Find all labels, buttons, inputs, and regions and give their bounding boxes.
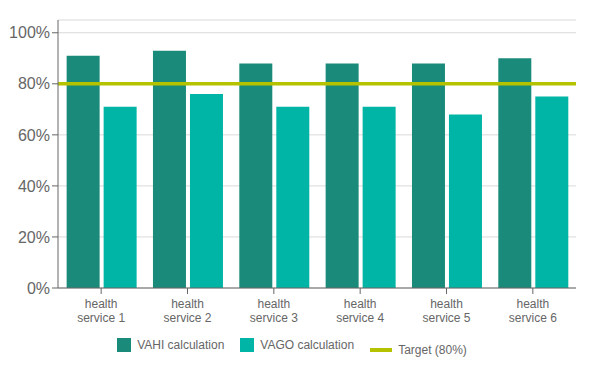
svg-text:80%: 80%	[18, 75, 50, 92]
html-text:Target (80%): Target (80%)	[398, 343, 467, 357]
svg-text:60%: 60%	[18, 127, 50, 144]
svg-text:healthservice 1: healthservice 1	[77, 297, 125, 325]
html-text:VAHI calculation: VAHI calculation	[137, 338, 225, 352]
svg-text:0%: 0%	[27, 280, 50, 297]
svg-text:healthservice 6: healthservice 6	[509, 297, 557, 325]
svg-text:healthservice 5: healthservice 5	[422, 297, 470, 325]
svg-text:healthservice 4: healthservice 4	[336, 297, 384, 325]
svg-text:healthservice 2: healthservice 2	[163, 297, 211, 325]
svg-text:40%: 40%	[18, 178, 50, 195]
svg-text:20%: 20%	[18, 229, 50, 246]
html-text:VAGO calculation: VAGO calculation	[260, 338, 355, 352]
svg-text:100%: 100%	[9, 24, 50, 41]
svg-text:healthservice 3: healthservice 3	[250, 297, 298, 325]
